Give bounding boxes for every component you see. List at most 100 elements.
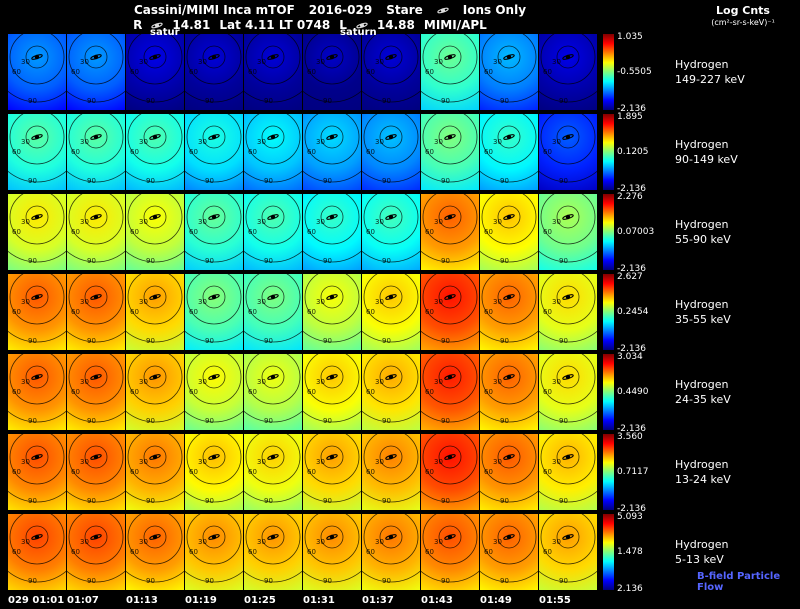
ring-label-30: 30 [80,218,89,226]
ring-label-90: 90 [323,577,332,585]
row-colorbar [603,114,614,190]
saturn-icon [151,21,164,30]
ring-label-60: 60 [130,388,139,396]
sky-panel: 30 60 90 [303,194,361,270]
ring-label-60: 60 [366,308,375,316]
sky-panel: 30 60 90 [67,274,125,350]
colorbar-min-label: 2.136 [617,584,643,594]
ring-label-60: 60 [484,468,493,476]
ring-label-60: 60 [12,228,21,236]
sky-panel: 30 60 90 [303,354,361,430]
ring-label-60: 60 [189,308,198,316]
ring-label-90: 90 [500,97,509,105]
ring-label-30: 30 [80,538,89,546]
ring-label-60: 60 [130,468,139,476]
time-tick-label: 01:31 [303,595,335,606]
ring-label-60: 60 [189,68,198,76]
colorbar-mid-label: 0.7117 [617,467,649,477]
ring-label-30: 30 [493,378,502,386]
ring-label-60: 60 [248,148,257,156]
sky-panel: 30 60 90 [539,514,597,590]
saturn-icon [356,21,368,30]
sky-panel: 30 60 90 [539,354,597,430]
colorbar-scale-labels: 2.276 0.07003 -2.136 [617,192,663,274]
ring-label-30: 30 [139,138,148,146]
ring-label-30: 30 [552,538,561,546]
colorbar-mid-label: 1.478 [617,547,643,557]
ring-label-60: 60 [543,388,552,396]
row-colorbar [603,354,614,430]
ring-label-30: 30 [375,58,384,66]
ring-label-30: 30 [139,298,148,306]
ring-label-30: 30 [375,378,384,386]
ring-label-60: 60 [307,148,316,156]
band-label: 149-227 keV [675,73,745,86]
sky-panel: 30 60 90 [244,34,302,110]
ring-label-30: 30 [80,378,89,386]
ring-label-90: 90 [323,497,332,505]
ring-label-30: 30 [139,458,148,466]
ring-label-30: 30 [21,378,30,386]
energy-row-149-227-kev: 30 60 90 30 60 90 30 60 90 30 60 90 30 60 90 30 60 90 30 60… [8,32,745,114]
sky-panel: 30 60 90 [185,354,243,430]
ring-label-30: 30 [375,218,384,226]
ring-label-90: 90 [87,417,96,425]
ring-label-90: 90 [559,257,568,265]
title-mission: Cassini/MIMI Inca mTOF [133,3,295,17]
sky-panel: 30 60 90 [480,194,538,270]
colorbar-max-label: 2.276 [617,192,643,202]
ring-label-30: 30 [316,58,325,66]
colorbar-max-label: 1.035 [617,32,643,42]
ring-label-90: 90 [264,257,273,265]
ring-label-30: 30 [375,538,384,546]
sky-panel: 30 60 90 [185,434,243,510]
saturn-pointer-label-2: saturn [340,27,377,38]
ring-label-90: 90 [146,417,155,425]
ring-label-90: 90 [28,337,37,345]
sky-panel: 30 60 90 [126,354,184,430]
ring-label-30: 30 [493,458,502,466]
r-value: 14.81 [172,18,211,32]
sky-panel: 30 60 90 [8,34,66,110]
sky-panel: 30 60 90 [244,354,302,430]
sky-panel: 30 60 90 [244,274,302,350]
sky-panel: 30 60 90 [8,354,66,430]
ring-label-60: 60 [543,308,552,316]
time-tick-label: 01:37 [362,595,394,606]
ring-label-60: 60 [366,148,375,156]
colorbar-scale-labels: 2.627 0.2454 -2.136 [617,272,663,354]
row-colorbar [603,194,614,270]
row-colorbar [603,274,614,350]
sky-panel: 30 60 90 [362,514,420,590]
ring-label-60: 60 [307,308,316,316]
ring-label-90: 90 [28,257,37,265]
ring-label-60: 60 [543,148,552,156]
ring-label-30: 30 [198,218,207,226]
sky-panel: 30 60 90 [303,514,361,590]
ring-label-60: 60 [307,68,316,76]
sky-panel: 30 60 90 [67,354,125,430]
ring-label-90: 90 [441,97,450,105]
ring-label-90: 90 [441,257,450,265]
ring-label-30: 30 [139,218,148,226]
ring-label-60: 60 [71,148,80,156]
band-label: 35-55 keV [675,313,731,326]
ring-label-60: 60 [484,548,493,556]
ring-label-60: 60 [543,68,552,76]
